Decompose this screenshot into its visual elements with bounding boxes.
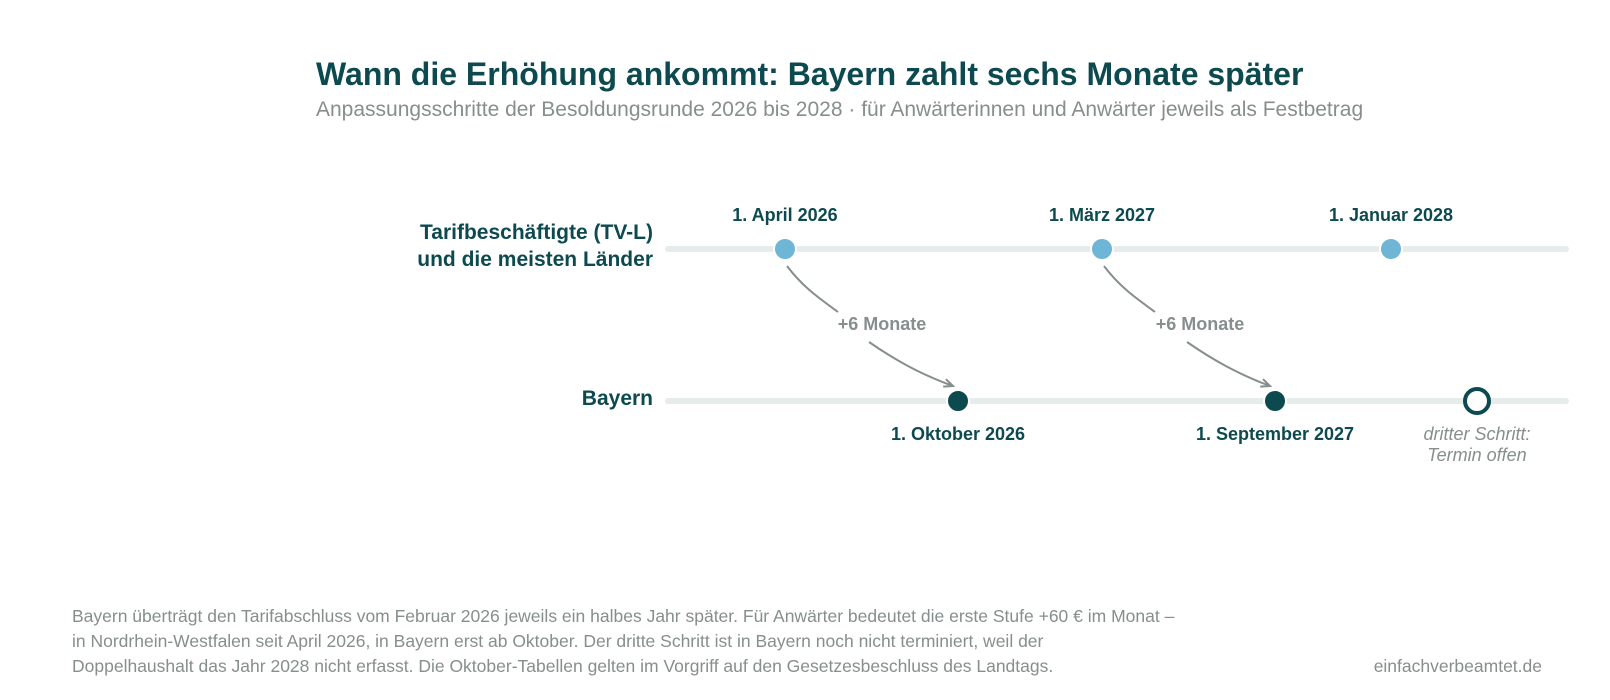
open-step-note-line1: dritter Schritt: [1423, 424, 1530, 444]
row-label-tvl-line2: und die meisten Länder [417, 248, 653, 271]
delay-arrow-2 [1103, 265, 1156, 313]
row-label-bayern-text: Bayern [581, 387, 653, 410]
row-label-tvl: Tarifbeschäftigte (TV-L) und die meisten… [417, 219, 653, 273]
bayern-event-date-1: 1. Oktober 2026 [891, 424, 1025, 444]
bayern-event-dot-1 [946, 389, 970, 413]
bayern-event-date-2: 1. September 2027 [1196, 424, 1354, 444]
delay-label-2: +6 Monate [1156, 314, 1245, 334]
tvl-event-dot-1 [773, 237, 797, 261]
open-step-note-line2: Termin offen [1427, 445, 1526, 465]
delay-label-1: +6 Monate [838, 314, 927, 334]
source-credit: einfachverbeamtet.de [1373, 656, 1542, 676]
delay-arrow-1-head [868, 341, 953, 386]
row-label-tvl-line1: Tarifbeschäftigte (TV-L) [420, 221, 653, 244]
tvl-event-date-3: 1. Januar 2028 [1329, 205, 1453, 225]
delay-arrow-2-head [1186, 341, 1270, 386]
footer-note-line2: in Nordrhein-Westfalen seit April 2026, … [72, 631, 1044, 651]
tvl-event-date-1: 1. April 2026 [732, 205, 837, 225]
bayern-open-step-dot [1463, 387, 1491, 415]
tvl-event-dot-2 [1090, 237, 1114, 261]
bayern-event-dot-2 [1263, 389, 1287, 413]
footer-note-line3: Doppelhaushalt das Jahr 2028 nicht erfas… [72, 656, 1054, 676]
row-label-bayern: Bayern [582, 385, 653, 412]
footer-note-line1: Bayern überträgt den Tarifabschluss vom … [72, 606, 1175, 626]
chart-subtitle: Anpassungsschritte der Besoldungsrunde 2… [316, 98, 1364, 121]
tvl-event-dot-3 [1379, 237, 1403, 261]
chart-title: Wann die Erhöhung ankommt: Bayern zahlt … [316, 56, 1304, 92]
delay-arrow-1 [786, 265, 839, 313]
footer-note: Bayern überträgt den Tarifabschluss vom … [72, 604, 1222, 679]
tvl-event-date-2: 1. März 2027 [1049, 205, 1155, 225]
